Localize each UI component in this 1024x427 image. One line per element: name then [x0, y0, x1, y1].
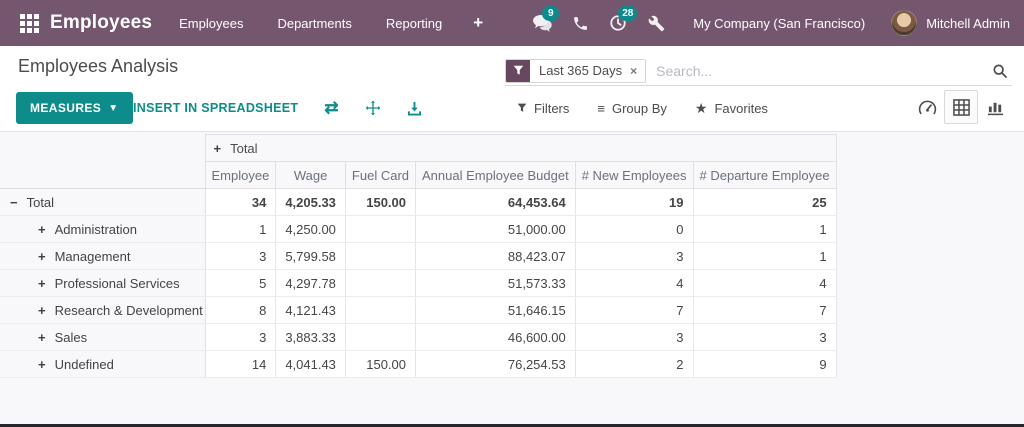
filter-facet-funnel-icon — [506, 59, 530, 82]
filters-funnel-icon — [517, 103, 527, 112]
measures-button[interactable]: MEASURES ▼ — [16, 92, 133, 124]
column-header-wage[interactable]: Wage — [275, 161, 346, 189]
messages-icon[interactable]: 9 — [523, 0, 561, 46]
avatar — [891, 10, 918, 36]
favorites-label: Favorites — [714, 100, 768, 116]
view-switcher — [910, 90, 1012, 124]
groupby-icon: ≡ — [597, 100, 605, 116]
column-header-new-employees[interactable]: # New Employees — [575, 161, 694, 189]
row-header-sales[interactable]: + Sales — [0, 323, 206, 351]
expand-icon: + — [213, 140, 222, 156]
app-menu: Employees Departments Reporting + — [162, 0, 497, 46]
apps-menu-icon[interactable] — [14, 8, 44, 38]
expand-icon: + — [38, 275, 46, 291]
phone-icon[interactable] — [561, 0, 599, 46]
collapse-icon: − — [10, 194, 18, 210]
menu-departments[interactable]: Departments — [277, 15, 352, 31]
search-icon[interactable] — [992, 63, 1008, 79]
row-header-professional-services[interactable]: + Professional Services — [0, 269, 206, 297]
table-row-sales: + Sales 3 3,883.33 46,600.00 3 3 — [0, 323, 837, 351]
search-input[interactable]: Search... — [656, 62, 713, 79]
column-group-total[interactable]: + Total — [205, 134, 837, 162]
user-name: Mitchell Admin — [926, 15, 1010, 31]
row-header-total[interactable]: − Total — [0, 188, 206, 216]
row-header-administration[interactable]: + Administration — [0, 215, 206, 243]
app-title[interactable]: Employees — [50, 12, 153, 33]
table-row-total: − Total 34 4,205.33 150.00 64,453.64 19 2… — [0, 188, 837, 216]
groupby-label: Group By — [611, 100, 667, 116]
column-header-fuel-card[interactable]: Fuel Card — [345, 161, 417, 189]
column-header-annual-budget[interactable]: Annual Employee Budget — [415, 161, 576, 189]
row-header-research-development[interactable]: + Research & Development — [0, 296, 206, 324]
facet-remove-icon[interactable]: × — [630, 63, 638, 78]
table-row-administration: + Administration 1 4,250.00 51,000.00 0 1 — [0, 215, 837, 243]
expand-icon: + — [38, 302, 46, 318]
pivot-toolbar: INSERT IN SPREADSHEET ⇄ — [133, 92, 422, 124]
page-title: Employees Analysis — [18, 56, 179, 76]
navbar-systray: 9 28 My Company (San Francisco) Mitchell… — [523, 0, 1010, 46]
table-row-undefined: + Undefined 14 4,041.43 150.00 76,254.53 … — [0, 350, 837, 378]
table-row-management: + Management 3 5,799.58 88,423.07 3 1 — [0, 242, 837, 270]
company-switcher[interactable]: My Company (San Francisco) — [693, 15, 866, 31]
filter-facet[interactable]: Last 365 Days × — [505, 58, 647, 83]
expand-all-icon[interactable] — [365, 100, 381, 116]
search-options: Filters ≡ Group By ★ Favorites — [517, 92, 768, 124]
measures-label: MEASURES — [30, 101, 102, 115]
pivot-view-button[interactable] — [944, 90, 978, 124]
corner-cell — [0, 134, 206, 189]
expand-icon: + — [38, 329, 46, 345]
download-icon[interactable] — [407, 101, 422, 116]
star-icon: ★ — [694, 99, 708, 116]
column-header-departure-employee[interactable]: # Departure Employee — [693, 161, 837, 189]
expand-icon: + — [38, 356, 46, 372]
insert-in-spreadsheet-button[interactable]: INSERT IN SPREADSHEET — [133, 101, 299, 115]
user-menu[interactable]: Mitchell Admin — [891, 10, 1010, 36]
expand-icon: + — [38, 248, 46, 264]
chart-view-button[interactable] — [978, 90, 1012, 124]
table-row-professional-services: + Professional Services 5 4,297.78 51,573… — [0, 269, 837, 297]
table-row-research-development: + Research & Development 8 4,121.43 51,64… — [0, 296, 837, 324]
filter-facet-label: Last 365 Days — [539, 63, 623, 78]
activities-icon[interactable]: 28 — [599, 0, 638, 46]
groupby-menu[interactable]: ≡ Group By — [597, 101, 667, 116]
activities-badge: 28 — [618, 6, 638, 21]
pivot-table: + Total Employee Wage Fuel Card Annual Em… — [0, 134, 837, 378]
top-navbar: Employees Employees Departments Reportin… — [0, 0, 1024, 46]
menu-employees[interactable]: Employees — [179, 15, 244, 31]
flip-axis-icon[interactable]: ⇄ — [324, 98, 339, 117]
filters-label: Filters — [534, 100, 570, 116]
menu-reporting[interactable]: Reporting — [385, 15, 443, 31]
pivot-view: + Total Employee Wage Fuel Card Annual Em… — [0, 131, 1024, 424]
row-header-undefined[interactable]: + Undefined — [0, 350, 206, 378]
control-panel-buttons: MEASURES ▼ INSERT IN SPREADSHEET ⇄ Filte… — [0, 88, 1024, 131]
favorites-menu[interactable]: ★ Favorites — [695, 100, 768, 117]
search-bar[interactable]: Last 365 Days × Search... — [505, 56, 1012, 86]
dashboard-view-button[interactable] — [910, 90, 944, 124]
messages-badge: 9 — [542, 6, 560, 21]
debug-tools-icon[interactable] — [637, 0, 675, 46]
column-header-employee[interactable]: Employee — [204, 161, 277, 189]
expand-icon: + — [38, 221, 46, 237]
column-group-row: + Total — [0, 134, 837, 189]
window-bottom-edge — [0, 424, 1024, 427]
caret-down-icon: ▼ — [108, 102, 119, 114]
filters-menu[interactable]: Filters — [517, 101, 569, 116]
navbar-plus-icon[interactable]: + — [473, 13, 484, 32]
row-header-management[interactable]: + Management — [0, 242, 206, 270]
